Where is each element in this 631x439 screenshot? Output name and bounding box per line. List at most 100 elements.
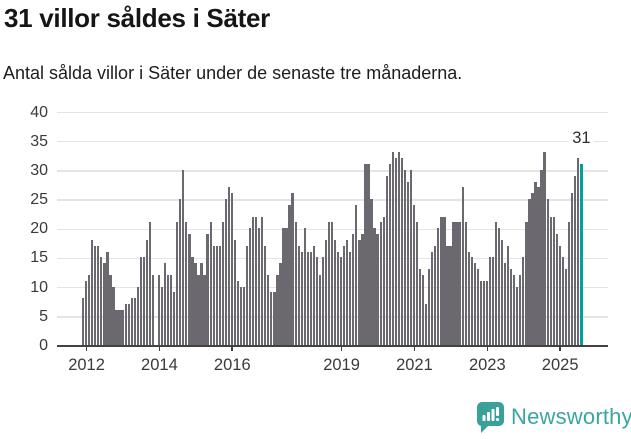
bar [185, 222, 188, 345]
bar [264, 245, 267, 345]
bar [312, 245, 315, 345]
bar [167, 274, 170, 345]
bar [406, 181, 410, 345]
y-axis-label-35: 35 [30, 132, 48, 150]
bar [534, 181, 537, 345]
x-axis-line [57, 344, 608, 347]
bar [470, 257, 473, 345]
bar [215, 245, 218, 345]
bar [233, 239, 237, 345]
y-axis-label-20: 20 [30, 220, 48, 238]
y-axis-label-40: 40 [30, 103, 48, 121]
bar [300, 251, 303, 345]
bar [188, 234, 191, 345]
bar [121, 310, 124, 345]
bar [197, 274, 200, 345]
bar [258, 228, 261, 345]
bar [573, 175, 577, 345]
bar [388, 164, 391, 345]
bar [567, 222, 570, 345]
bar [142, 257, 145, 345]
bar [504, 263, 507, 345]
bar [270, 292, 273, 345]
bar [422, 274, 425, 345]
bar [555, 234, 558, 345]
bar [473, 263, 476, 345]
bar [315, 257, 319, 345]
bar [91, 239, 94, 345]
gridline-35 [57, 141, 608, 143]
bar [446, 245, 449, 345]
bar [564, 269, 567, 345]
bar [255, 216, 258, 345]
bar [485, 280, 489, 345]
bar [494, 222, 498, 345]
bar [324, 239, 328, 345]
bar [379, 222, 382, 345]
bar [221, 222, 224, 345]
bar [203, 274, 206, 345]
bar [97, 245, 100, 345]
bar [151, 274, 155, 345]
bar [82, 298, 85, 345]
bar [333, 239, 337, 345]
plot-area [57, 110, 608, 347]
bar [464, 222, 467, 345]
bar [297, 245, 300, 345]
value-annotation: 31 [569, 129, 594, 148]
bar [394, 158, 397, 345]
bar [145, 239, 148, 345]
gridline-40 [57, 111, 608, 114]
bar [419, 269, 422, 345]
bar [391, 152, 394, 345]
bar [139, 257, 142, 345]
bar [382, 216, 385, 345]
bar [491, 257, 495, 345]
x-axis-tick-2019 [340, 346, 343, 351]
bar [461, 187, 464, 345]
x-axis-label-2021: 2021 [396, 356, 433, 374]
bar [488, 257, 492, 345]
bar [276, 274, 279, 345]
bar [112, 286, 115, 345]
bar [549, 216, 552, 345]
bar [367, 164, 370, 345]
y-axis-label-0: 0 [39, 337, 48, 354]
bar [109, 274, 112, 345]
bar [157, 274, 161, 345]
bar [358, 239, 361, 345]
bar [330, 222, 334, 345]
bar [148, 222, 152, 345]
bar [206, 234, 209, 345]
bar [516, 286, 519, 345]
bar [428, 269, 431, 345]
bar [437, 228, 440, 345]
bar [170, 274, 173, 345]
x-axis-label-2014: 2014 [141, 356, 178, 374]
bar [425, 304, 428, 345]
bar-chart-speech-bubble-icon [477, 401, 504, 433]
bar [224, 199, 227, 345]
bar [458, 222, 461, 345]
bar [200, 263, 203, 345]
bar [412, 204, 416, 345]
chart-subtitle: Antal sålda villor i Säter under de sena… [3, 63, 463, 83]
bar [124, 304, 127, 345]
bar [136, 286, 139, 345]
x-axis-label-2012: 2012 [68, 356, 105, 374]
bar [279, 263, 282, 345]
bar [133, 298, 136, 345]
bar [409, 169, 413, 345]
bar [309, 251, 312, 345]
bar [130, 298, 133, 345]
bar [85, 280, 88, 345]
bar [160, 286, 164, 345]
bar [346, 239, 349, 345]
x-axis-tick-2012 [85, 346, 88, 351]
bar [179, 199, 182, 345]
bar [370, 199, 373, 345]
bar [273, 292, 276, 345]
bar [431, 251, 434, 345]
bar [88, 274, 91, 345]
bar [482, 280, 485, 345]
